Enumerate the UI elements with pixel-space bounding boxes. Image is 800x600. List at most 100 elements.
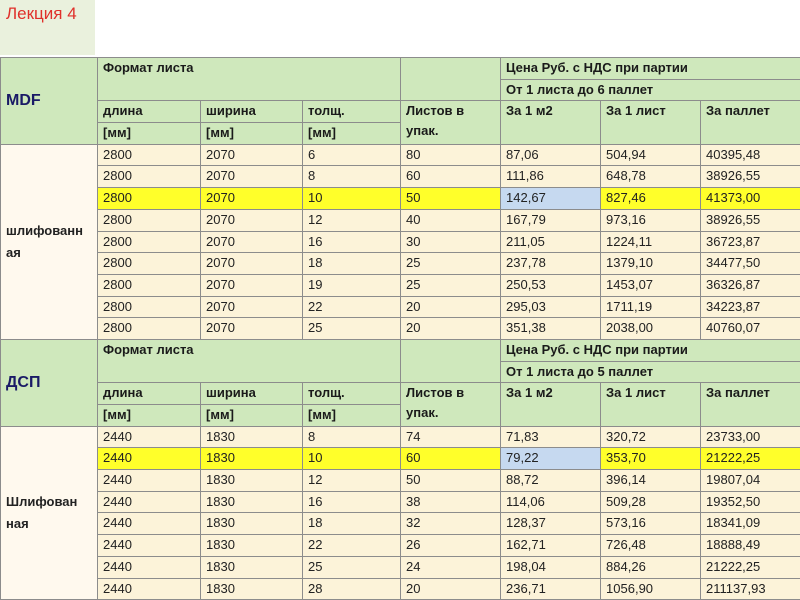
data-cell: 2800 xyxy=(97,165,201,189)
data-row: 2800 2070 8 60 111,86 648,78 38926,55 xyxy=(1,165,800,189)
data-cell: 19352,50 xyxy=(700,490,800,514)
data-cell: 111,86 xyxy=(500,165,602,189)
data-row: 2440 1830 22 26 162,71 726,48 18888,49 xyxy=(1,534,800,557)
data-cell: 25 xyxy=(400,252,502,275)
data-cell: 237,78 xyxy=(500,252,602,275)
data-row: 2800 2070 22 20 295,03 1711,19 34223,87 xyxy=(1,295,800,319)
data-row: шлифованная 2800 2070 6 80 87,06 504,94 40395,4… xyxy=(0,143,800,340)
data-cell: 1830 xyxy=(200,425,303,449)
data-cell: 21222,25 xyxy=(700,555,800,579)
unit-header: [мм] xyxy=(301,122,402,145)
price-header: Цена Руб. с НДС при партии xyxy=(500,338,800,362)
data-row: 2800 2070 25 20 351,38 2038,00 40760,07 xyxy=(1,317,800,340)
data-cell: 2070 xyxy=(200,252,303,275)
data-row: 2440 1830 25 24 198,04 884,26 21222,25 xyxy=(1,555,800,579)
data-cell: 726,48 xyxy=(600,534,702,557)
data-cell: 20 xyxy=(400,295,502,319)
column-header: толщ. xyxy=(301,100,402,124)
data-cell: 351,38 xyxy=(500,317,602,340)
unit-header: [мм] xyxy=(97,404,201,427)
data-cell: 142,67 xyxy=(500,187,602,210)
data-cell: 1379,10 xyxy=(600,252,702,275)
price-header: Цена Руб. с НДС при партии xyxy=(500,57,800,80)
lecture-title: Лекция 4 xyxy=(0,0,95,55)
data-row: Шлифованная 2440 1830 8 74 71,83 320,72 23733,0… xyxy=(0,425,800,600)
data-cell: 504,94 xyxy=(600,143,702,167)
header-row: ДСП Формат листа Цена Руб. с НДС при парти… xyxy=(0,338,800,427)
group-label: Шлифованная xyxy=(0,425,98,600)
data-cell: 36723,87 xyxy=(700,230,800,254)
data-cell: 1711,19 xyxy=(600,295,702,319)
data-cell: 79,22 xyxy=(500,447,602,471)
data-cell: 1830 xyxy=(200,534,303,557)
data-cell: 18 xyxy=(301,252,402,275)
unit-header: [мм] xyxy=(301,404,402,427)
data-cell: 236,71 xyxy=(500,577,602,600)
data-cell: 34477,50 xyxy=(700,252,800,275)
data-cell: 2440 xyxy=(97,534,201,557)
header-row: [мм] [мм] [мм] xyxy=(1,122,800,145)
data-cell: 2800 xyxy=(97,208,201,232)
data-cell: 30 xyxy=(400,230,502,254)
data-cell: 40760,07 xyxy=(700,317,800,340)
data-cell: 2440 xyxy=(97,490,201,514)
data-cell: 10 xyxy=(301,187,402,210)
data-cell: 16 xyxy=(301,230,402,254)
header-row: MDF Формат листа Цена Руб. с НДС при парти… xyxy=(0,56,800,145)
data-cell: 396,14 xyxy=(600,469,702,492)
data-cell: 2070 xyxy=(200,187,303,210)
data-cell: 162,71 xyxy=(500,534,602,557)
column-header: длина xyxy=(97,100,201,124)
data-cell: 26 xyxy=(400,534,502,557)
unit-header: [мм] xyxy=(200,404,303,427)
unit-header: [мм] xyxy=(200,122,303,145)
data-cell: 2440 xyxy=(97,577,201,600)
data-cell: 28 xyxy=(301,577,402,600)
format-header: Формат листа xyxy=(96,56,402,102)
data-cell: 74 xyxy=(400,425,502,449)
data-cell: 353,70 xyxy=(600,447,702,471)
data-cell: 2070 xyxy=(200,317,303,340)
data-cell: 60 xyxy=(400,447,502,471)
data-cell: 2070 xyxy=(200,143,303,167)
data-row: 2440 1830 28 20 236,71 1056,90 211137,93 xyxy=(1,577,800,600)
section-name: MDF xyxy=(0,57,98,145)
data-cell: 320,72 xyxy=(600,425,702,449)
data-cell: 80 xyxy=(400,143,502,167)
data-cell: 2800 xyxy=(97,187,201,210)
data-cell: 22 xyxy=(301,295,402,319)
header-blank xyxy=(400,56,502,102)
data-cell: 1224,11 xyxy=(600,230,702,254)
column-header: Листов в упак. xyxy=(400,382,502,427)
data-cell: 1453,07 xyxy=(600,273,702,297)
data-cell: 2070 xyxy=(200,230,303,254)
data-cell: 1830 xyxy=(200,512,303,536)
column-header: За 1 лист xyxy=(600,100,702,145)
data-row: 2440 1830 18 32 128,37 573,16 18341,09 xyxy=(1,512,800,536)
data-cell: 32 xyxy=(400,512,502,536)
data-cell: 23733,00 xyxy=(700,425,800,449)
data-cell: 648,78 xyxy=(600,165,702,189)
data-cell: 16 xyxy=(301,490,402,514)
data-cell: 573,16 xyxy=(600,512,702,536)
data-cell: 2800 xyxy=(97,273,201,297)
data-cell: 509,28 xyxy=(600,490,702,514)
data-cell: 1056,90 xyxy=(600,577,702,600)
column-header: толщ. xyxy=(301,382,402,405)
data-cell: 167,79 xyxy=(500,208,602,232)
data-cell: 2070 xyxy=(200,295,303,319)
data-cell: 38926,55 xyxy=(700,208,800,232)
data-cell: 36326,87 xyxy=(700,273,800,297)
data-cell: 21222,25 xyxy=(700,447,800,471)
group-label: шлифованная xyxy=(0,143,98,340)
data-cell: 1830 xyxy=(200,577,303,600)
data-cell: 18341,09 xyxy=(700,512,800,536)
data-row: 2800 2070 10 50 142,67 827,46 41373,00 xyxy=(1,187,800,210)
data-cell: 41373,00 xyxy=(700,187,800,210)
header-row: От 1 листа до 6 паллет xyxy=(1,78,800,102)
data-cell: 211,05 xyxy=(500,230,602,254)
data-cell: 87,06 xyxy=(500,143,602,167)
data-cell: 2038,00 xyxy=(600,317,702,340)
data-cell: 34223,87 xyxy=(700,295,800,319)
